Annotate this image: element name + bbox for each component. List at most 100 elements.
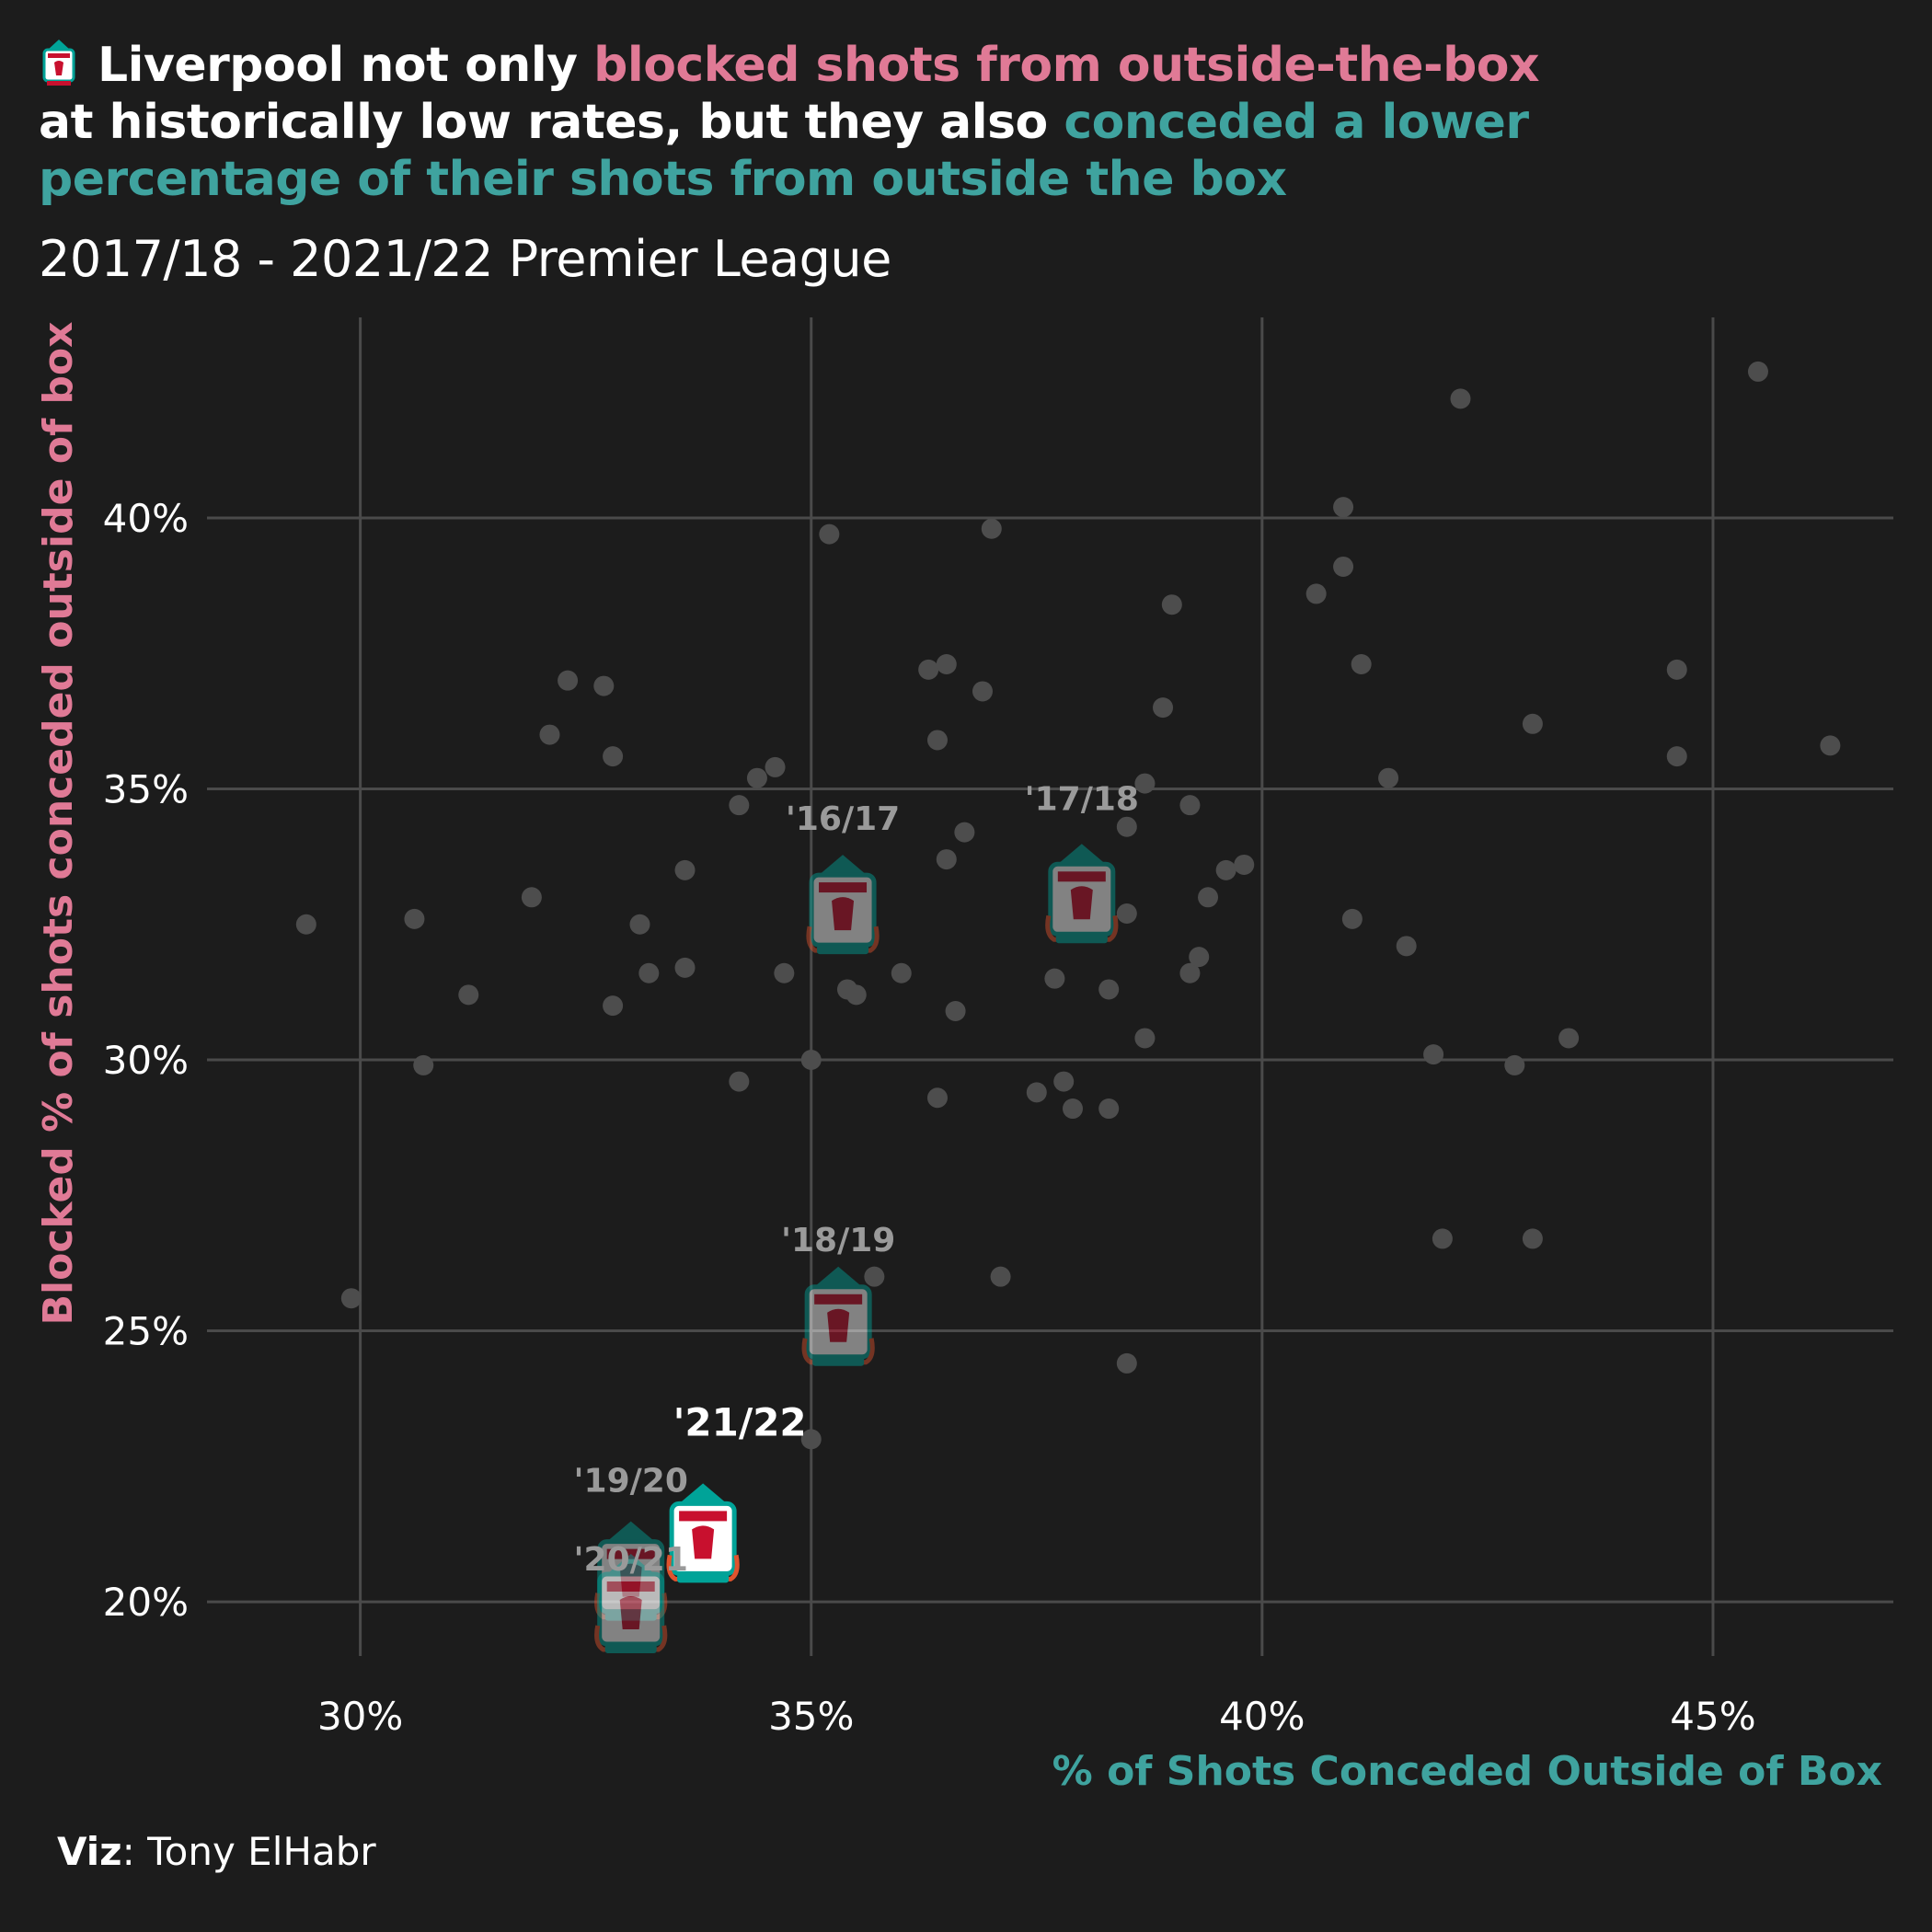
x-tick-label: 45% [1670, 1694, 1755, 1739]
data-point [1378, 767, 1399, 788]
data-point [1179, 962, 1201, 983]
data-point [674, 957, 696, 978]
chart-subtitle: 2017/18 - 2021/22 Premier League [39, 230, 891, 288]
data-point [674, 859, 696, 880]
data-point [1423, 1044, 1444, 1065]
data-point [603, 995, 624, 1017]
data-point [936, 849, 957, 870]
data-point [1305, 583, 1327, 604]
data-point [1198, 887, 1219, 908]
season-label: '17/18 [1025, 780, 1139, 818]
data-point [1558, 1028, 1580, 1049]
liverpool-crest-icon [806, 855, 880, 955]
x-axis-label: % of Shots Conceded Outside of Box [1052, 1748, 1882, 1795]
data-point [1747, 361, 1768, 382]
season-label: '21/22 [673, 1399, 807, 1444]
season-label: '16/17 [786, 800, 900, 838]
data-point [1179, 795, 1201, 816]
data-point [1450, 388, 1471, 409]
data-point [891, 962, 912, 983]
y-tick-label: 20% [103, 1580, 189, 1625]
data-point [1063, 1098, 1084, 1120]
title-text-white-1: Liverpool not only [98, 38, 594, 93]
data-point [746, 767, 767, 788]
caption: Viz: Tony ElHabr [57, 1829, 376, 1874]
data-point [1116, 816, 1137, 837]
data-point [638, 962, 660, 983]
title-text-teal: conceded a lower percentage of their sho… [39, 95, 1529, 207]
x-tick-label: 30% [317, 1694, 403, 1739]
data-point [1134, 1028, 1156, 1049]
data-point [774, 962, 795, 983]
caption-author: Tony ElHabr [147, 1829, 376, 1874]
data-point [1351, 654, 1372, 675]
data-point [1116, 903, 1137, 924]
data-point [1666, 659, 1687, 680]
data-points [295, 361, 1841, 1450]
liverpool-crest-icon [1045, 844, 1119, 944]
data-point [864, 1266, 885, 1287]
data-point [1098, 979, 1120, 1000]
data-point [1333, 497, 1354, 518]
y-tick-label: 40% [103, 496, 189, 541]
data-point [1153, 697, 1174, 719]
season-label: '18/19 [781, 1222, 895, 1259]
data-point [972, 681, 993, 702]
data-point [629, 914, 650, 935]
tick-labels: 30% 35% 40% 45% 20% 25% 30% 35% 40% [103, 496, 1756, 1739]
data-point [1522, 713, 1543, 734]
data-point [1522, 1228, 1543, 1249]
liverpool-crest-icon [801, 1266, 875, 1366]
data-point [1098, 1098, 1120, 1120]
data-point [729, 1071, 750, 1092]
caption-separator: : [121, 1829, 148, 1874]
data-point [800, 1050, 822, 1071]
data-point [539, 724, 560, 745]
liverpool-crest-icon [594, 1521, 668, 1621]
data-point [981, 518, 1002, 539]
data-point [404, 908, 425, 929]
data-point [765, 756, 786, 777]
y-axis-label: Blocked % of shots conceded outside of b… [35, 321, 82, 1325]
season-label: '20/21 [574, 1541, 688, 1579]
title-text-white-2: at historically low rates, but they also [39, 95, 1064, 150]
data-point [800, 1429, 822, 1450]
data-point [1820, 735, 1841, 756]
data-point [819, 523, 840, 545]
data-point [1053, 1071, 1075, 1092]
data-point [1234, 854, 1255, 875]
x-tick-label: 40% [1219, 1694, 1305, 1739]
data-point [458, 984, 479, 1006]
data-point [1116, 1352, 1137, 1374]
data-point [1341, 908, 1363, 929]
title-text-pink: blocked shots from outside-the-box [593, 38, 1540, 93]
data-point [729, 795, 750, 816]
data-point [603, 746, 624, 767]
data-point [845, 984, 867, 1006]
data-point [340, 1288, 362, 1309]
highlighted-seasons: '16/17 '17/18 '18/19 '19/20 '20/21 '21/22 [574, 780, 1139, 1653]
data-point [945, 1001, 966, 1022]
data-point [1134, 773, 1156, 794]
data-point [1026, 1082, 1047, 1103]
data-point [558, 670, 579, 691]
data-point [1044, 968, 1065, 989]
data-point [413, 1054, 434, 1075]
y-tick-label: 35% [103, 766, 189, 811]
y-tick-label: 25% [103, 1309, 189, 1354]
chart-title: Liverpool not only blocked shots from ou… [39, 37, 1787, 208]
data-point [990, 1266, 1011, 1287]
data-point [1333, 556, 1354, 577]
data-point [295, 914, 316, 935]
data-point [1432, 1228, 1453, 1249]
data-point [926, 1087, 948, 1109]
season-label: '19/20 [574, 1463, 688, 1501]
data-point [918, 659, 939, 680]
data-point [1504, 1054, 1525, 1075]
data-point [954, 822, 975, 843]
data-point [926, 730, 948, 751]
data-point [1215, 859, 1236, 880]
liverpool-crest-icon [594, 1553, 668, 1653]
data-point [593, 675, 615, 696]
